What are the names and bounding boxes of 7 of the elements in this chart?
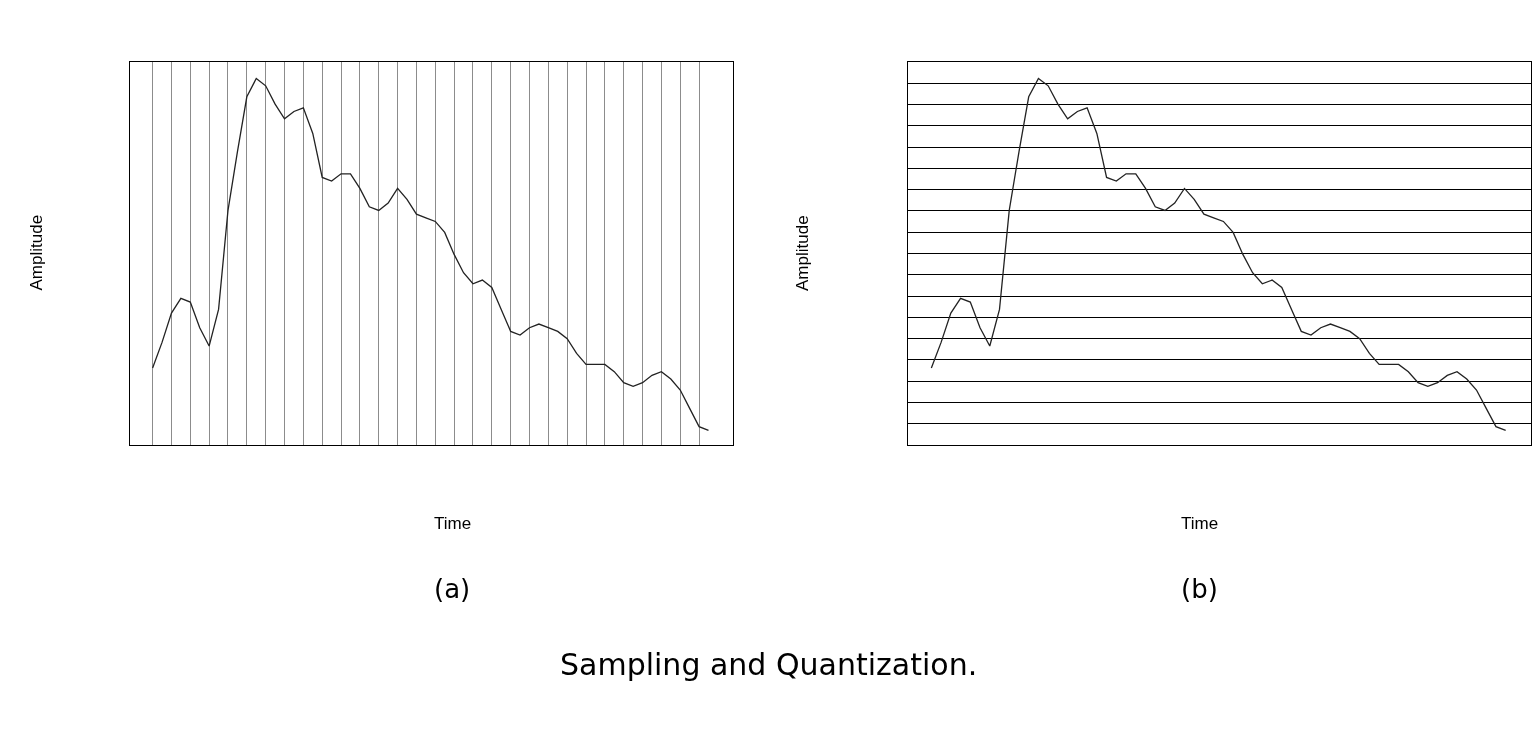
- text: Sampling and Quantization.: [560, 647, 978, 682]
- text: (a): [434, 574, 471, 604]
- y-axis-title: Amplitude: [793, 215, 812, 291]
- x-axis-title: Time: [1181, 514, 1219, 533]
- x-axis-title: Time: [434, 514, 472, 533]
- y-axis-title: Amplitude: [26, 214, 46, 291]
- text: (b): [1181, 574, 1218, 604]
